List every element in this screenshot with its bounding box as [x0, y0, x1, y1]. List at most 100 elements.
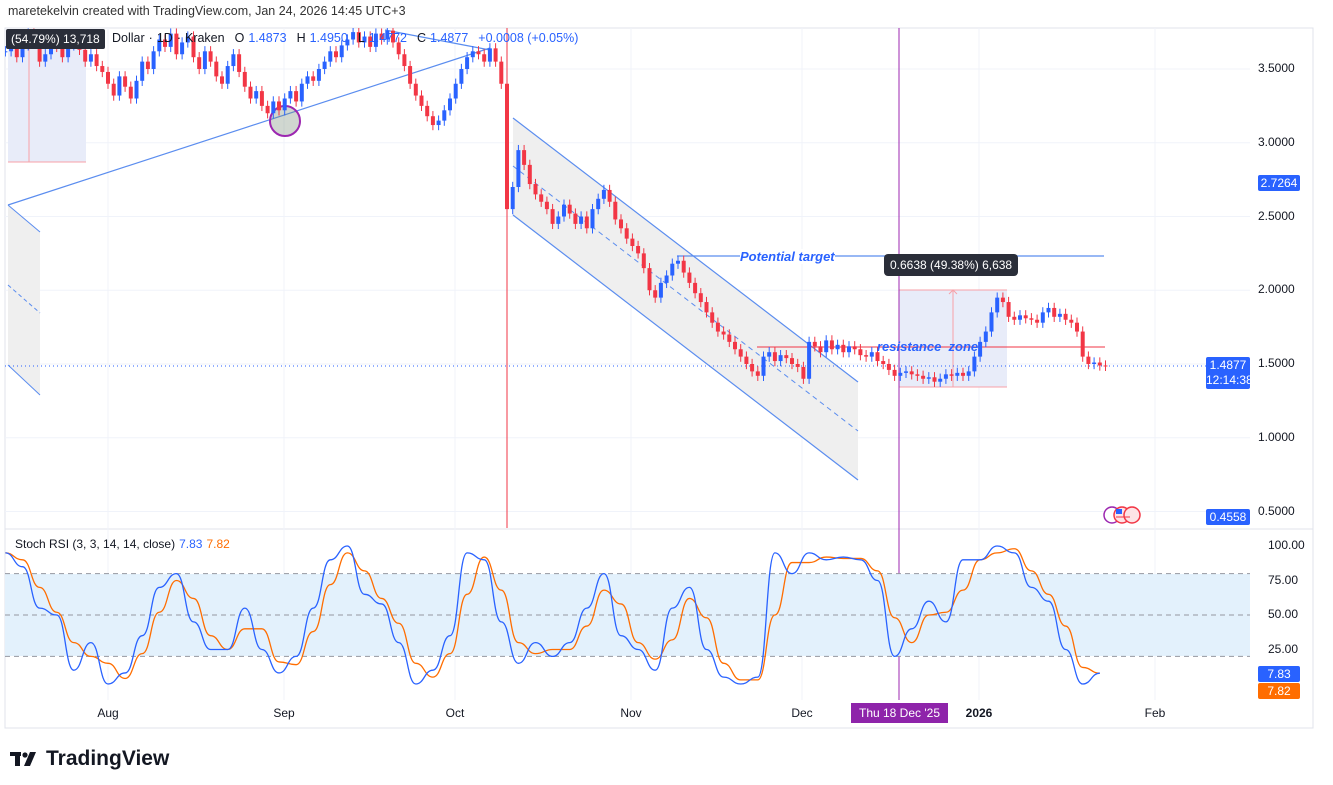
- candle: [1035, 314, 1040, 328]
- resistance-label[interactable]: resistance zone: [877, 339, 979, 354]
- candle: [1092, 357, 1097, 370]
- candle-body: [693, 282, 698, 294]
- candle: [470, 46, 475, 63]
- symbol-name[interactable]: Dollar: [112, 31, 145, 45]
- candle: [812, 336, 817, 352]
- candle-body: [607, 189, 612, 202]
- candle-body: [106, 71, 110, 84]
- candle: [858, 344, 863, 361]
- candle: [134, 75, 139, 104]
- chart-frame: [4, 27, 1314, 729]
- candle: [408, 60, 413, 89]
- candle: [949, 369, 954, 381]
- candle: [835, 339, 840, 355]
- close-value: 1.4877: [430, 31, 469, 45]
- candle-body: [60, 46, 65, 58]
- candle-body: [430, 116, 435, 126]
- candle: [128, 81, 133, 104]
- candle: [875, 347, 880, 367]
- us-flag-icon[interactable]: [1123, 506, 1141, 524]
- candle: [94, 49, 99, 72]
- candle: [658, 277, 663, 303]
- candle-body: [1075, 322, 1079, 332]
- candle-body: [978, 341, 983, 357]
- candle: [231, 49, 236, 72]
- candle-body: [242, 71, 247, 87]
- candle: [693, 277, 698, 299]
- candle: [687, 267, 692, 289]
- target-label[interactable]: Potential target: [740, 249, 835, 264]
- candle: [402, 49, 407, 72]
- events[interactable]: [1103, 506, 1141, 524]
- candle: [277, 96, 281, 116]
- candle-body: [134, 80, 139, 99]
- change-value: +0.0008 (+0.05%): [478, 31, 579, 45]
- candle: [436, 115, 441, 131]
- candle-body: [898, 372, 903, 376]
- candle: [1029, 313, 1034, 325]
- candle: [670, 258, 675, 281]
- candle: [904, 366, 908, 379]
- candle-body: [299, 83, 304, 102]
- candle-body: [641, 253, 646, 269]
- candle-body: [328, 51, 333, 62]
- candle: [459, 63, 464, 89]
- candle-body: [818, 346, 823, 353]
- candle: [180, 37, 185, 60]
- alert-price-tag[interactable]: 2.7264: [1258, 175, 1300, 191]
- candle-body: [750, 364, 755, 372]
- candle: [772, 347, 777, 367]
- candle: [881, 355, 886, 370]
- candle-body: [128, 86, 133, 99]
- candle-body: [505, 83, 509, 210]
- attribution: maretekelvin created with TradingView.co…: [8, 4, 406, 18]
- interval[interactable]: 1D: [156, 31, 173, 45]
- candle-body: [881, 361, 886, 364]
- candle-body: [436, 120, 441, 126]
- candle-body: [453, 83, 458, 99]
- candle: [482, 49, 487, 67]
- candle: [322, 56, 327, 75]
- candle-body: [271, 101, 276, 114]
- candle-body: [368, 36, 373, 47]
- candle: [619, 214, 623, 234]
- stoch-k-value: 7.83: [179, 537, 203, 551]
- candle-body: [573, 213, 578, 224]
- candle: [1063, 308, 1068, 325]
- candle-body: [544, 201, 549, 210]
- candle-body: [476, 51, 481, 55]
- candle-body: [550, 209, 555, 224]
- candle: [100, 60, 105, 78]
- low-value: 1.4772: [368, 31, 408, 45]
- separator: ·: [176, 31, 181, 45]
- stoch-legend[interactable]: Stoch RSI (3, 3, 14, 14, close) 7.83 7.82: [15, 537, 230, 551]
- candle: [698, 288, 703, 308]
- candle: [123, 71, 128, 92]
- candle: [214, 56, 219, 82]
- left-channel-lower[interactable]: [7, 364, 41, 396]
- high-label: H: [296, 31, 306, 45]
- candle-body: [419, 95, 424, 106]
- candle: [43, 49, 48, 67]
- candle-body: [373, 33, 378, 47]
- tradingview-logo[interactable]: TradingView: [10, 747, 169, 771]
- channel-lower[interactable]: [512, 214, 859, 481]
- candle: [966, 366, 971, 381]
- candle-body: [117, 76, 122, 96]
- candle: [1012, 311, 1017, 325]
- candle-body: [522, 150, 527, 165]
- candle-body: [619, 219, 623, 229]
- candle: [522, 144, 527, 171]
- symbol-legend[interactable]: Dollar · 1D · Kraken O 1.4873 H 1.4950 L 1.47…: [112, 31, 584, 45]
- candle: [453, 78, 458, 104]
- candle: [288, 85, 293, 104]
- candle-body: [391, 30, 395, 43]
- candle-body: [174, 33, 179, 55]
- candle-body: [100, 66, 105, 72]
- candle-body: [567, 204, 572, 214]
- channel-upper[interactable]: [512, 117, 859, 383]
- left-channel-upper[interactable]: [7, 204, 41, 233]
- candle: [157, 34, 162, 57]
- candle: [220, 71, 224, 89]
